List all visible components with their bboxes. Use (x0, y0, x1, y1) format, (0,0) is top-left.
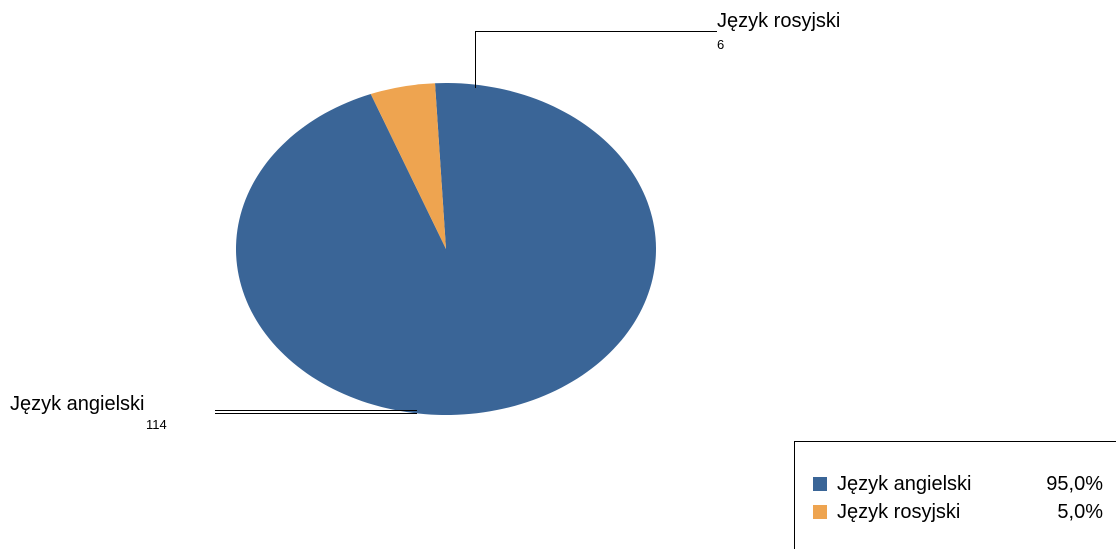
legend-swatch-rosyjski (813, 505, 827, 519)
legend-item-angielski: Język angielski 95,0% (813, 473, 1103, 495)
leader-line-angielski (215, 410, 417, 414)
legend-label-angielski: Język angielski (837, 473, 972, 495)
callout-label-rosyjski: Język rosyjski (717, 10, 841, 32)
leader-line-rosyjski (475, 31, 717, 88)
legend-swatch-angielski (813, 477, 827, 491)
pie-slice-0 (235, 83, 656, 415)
callout-value-rosyjski: 6 (717, 37, 725, 52)
legend-percent-rosyjski: 5,0% (1057, 501, 1103, 523)
callout-label-angielski: Język angielski (10, 393, 145, 415)
legend-label-rosyjski: Język rosyjski (837, 501, 961, 523)
legend-item-rosyjski: Język rosyjski 5,0% (813, 501, 1103, 523)
callout-value-angielski: 114 (146, 417, 167, 432)
pie-slice-1 (370, 83, 446, 249)
legend-percent-angielski: 95,0% (1046, 473, 1103, 495)
legend: Język angielski 95,0% Język rosyjski 5,0… (794, 441, 1116, 549)
